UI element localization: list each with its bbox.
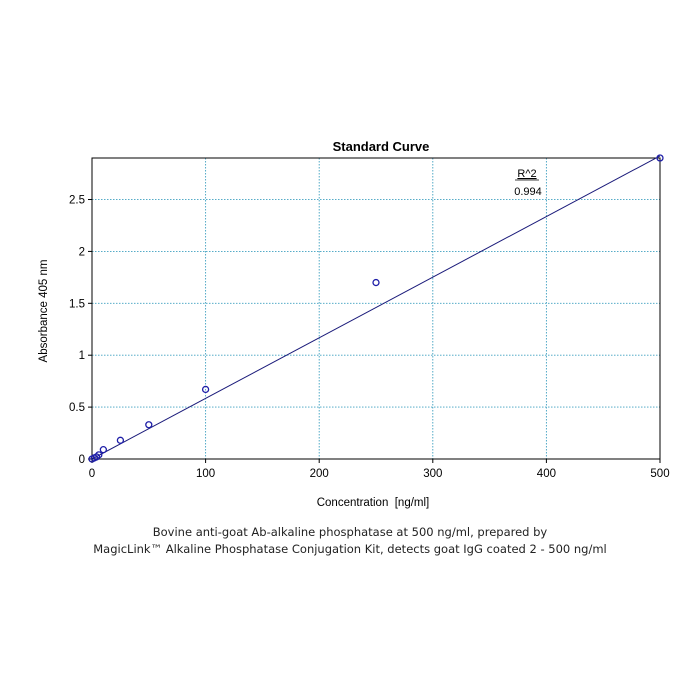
plot-area-frame [91, 157, 661, 460]
x-tick-label: 300 [423, 468, 442, 480]
x-tick-label: 200 [310, 468, 329, 480]
y-tick-label: 1 [79, 350, 85, 362]
y-tick-label: 0 [79, 454, 85, 466]
data-point [656, 154, 664, 162]
y-tick-label: 2 [79, 246, 85, 258]
x-tick-label: 500 [650, 468, 669, 480]
y-tick-label: 1.5 [69, 298, 85, 310]
y-tick-label: 0.5 [69, 402, 85, 414]
r-squared-value: 0.994 [514, 186, 542, 198]
caption-line-1: Bovine anti-goat Ab-alkaline phosphatase… [152, 525, 548, 539]
data-point [201, 385, 210, 394]
x-tick-label: 400 [537, 468, 556, 480]
fit-line [91, 155, 661, 460]
axis-ticks: 0 100 200 300 400 500 0 0.5 1 1.5 2 2.5 [69, 195, 670, 480]
data-point [372, 278, 380, 287]
caption-line-2: MagicLink™ Alkaline Phosphatase Conjugat… [93, 542, 607, 556]
y-tick-label: 2.5 [69, 195, 85, 207]
grid-lines [92, 158, 660, 459]
data-point [95, 451, 103, 459]
chart-title: Standard Curve [333, 139, 430, 154]
r-squared-label: R^2 [517, 168, 536, 180]
fit-line-group [91, 155, 661, 460]
x-tick-label: 100 [196, 468, 215, 480]
data-points [88, 154, 664, 463]
data-point [116, 436, 125, 444]
x-axis-label: Concentration [ng/ml] [317, 497, 430, 509]
data-point [99, 446, 108, 454]
x-tick-label: 0 [89, 468, 95, 480]
data-point [145, 421, 153, 429]
y-axis-label: Absorbance 405 nm [38, 260, 50, 363]
